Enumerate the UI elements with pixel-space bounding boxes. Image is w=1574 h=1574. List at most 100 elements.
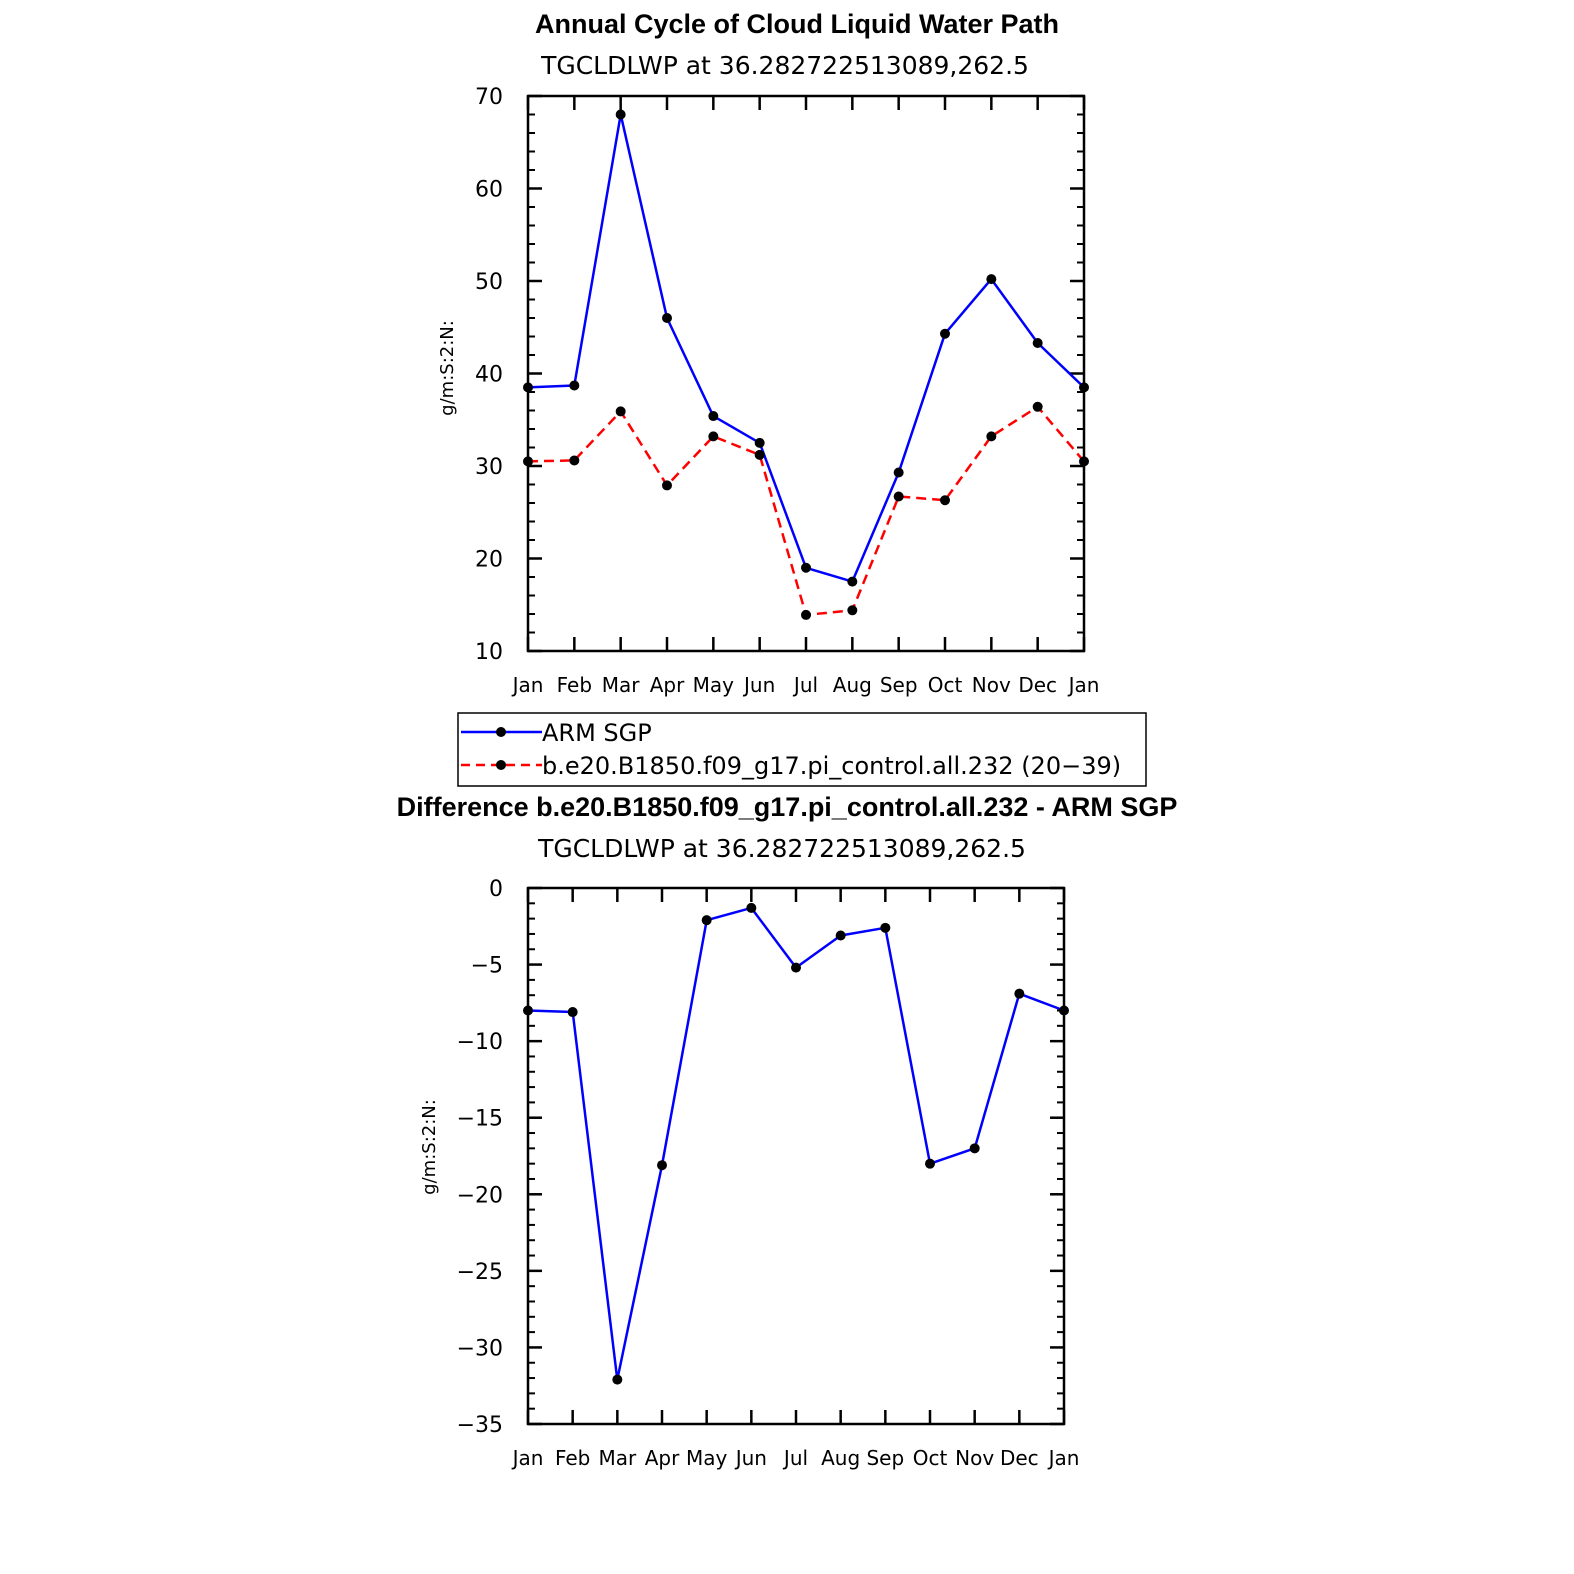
data-point (801, 562, 811, 573)
x-tick-label: Jul (782, 1446, 808, 1470)
series-line-0 (527, 906, 1065, 1381)
x-tick-label: Oct (913, 1446, 948, 1470)
x-tick-label: Jun (734, 1446, 767, 1470)
y-tick-label: 20 (475, 548, 503, 573)
data-point (612, 1374, 623, 1385)
legend-marker-model (496, 760, 506, 770)
x-tick-label: Dec (1018, 673, 1057, 697)
y-tick-label: −35 (457, 1413, 503, 1438)
y-tick-label: −25 (457, 1260, 503, 1285)
data-point (615, 109, 626, 120)
legend-label-arm-sgp: ARM SGP (542, 719, 652, 747)
data-point (835, 930, 846, 941)
y-tick-label: 60 (475, 178, 503, 203)
chart-title: Difference b.e20.B1850.f09_g17.pi_contro… (397, 792, 1178, 822)
data-point (523, 456, 533, 467)
data-point (569, 455, 580, 466)
y-tick-label: 40 (475, 363, 503, 388)
x-tick-label: Jan (511, 673, 544, 697)
x-tick-label: Aug (821, 1446, 860, 1470)
data-point (615, 406, 626, 417)
series-line-0 (527, 113, 1085, 583)
data-point (1079, 456, 1089, 467)
data-point (893, 491, 904, 502)
legend-label-model: b.e20.B1850.f09_g17.pi_control.all.232 (… (542, 752, 1121, 780)
y-tick-label: −20 (457, 1183, 503, 1208)
x-tick-label: Feb (557, 673, 592, 697)
data-point (523, 1005, 533, 1016)
x-tick-label: Sep (866, 1446, 904, 1470)
y-tick-label: 0 (489, 877, 503, 902)
x-tick-label: Aug (833, 673, 872, 697)
data-point (701, 915, 712, 926)
legend-marker-arm-sgp (496, 727, 506, 737)
data-point (662, 480, 672, 491)
x-tick-label: Jun (742, 673, 775, 697)
x-tick-label: Oct (928, 673, 963, 697)
series-group (523, 902, 1069, 1385)
y-tick-label: −30 (457, 1336, 503, 1361)
series-line-1 (527, 405, 1085, 617)
data-point (708, 411, 719, 422)
data-point (708, 431, 719, 442)
y-tick-label: 30 (475, 455, 503, 480)
data-point (847, 605, 858, 616)
x-tick-labels: Jan Feb Mar Apr May Jun Jul Aug Sep Oct Nov Dec Jan (511, 673, 1100, 697)
x-tick-label: Dec (1000, 1446, 1039, 1470)
data-point (1059, 1005, 1069, 1016)
y-tick-label: 70 (475, 85, 503, 110)
data-point (662, 313, 672, 323)
x-tick-label: Mar (602, 673, 641, 697)
data-point (791, 962, 801, 973)
y-axis-label: g/m:S:2:N: (419, 1099, 440, 1195)
data-point (969, 1143, 980, 1154)
data-point (754, 437, 765, 448)
data-point (986, 274, 997, 285)
data-point (847, 576, 858, 587)
x-tick-label: Apr (645, 1446, 680, 1470)
data-point (880, 922, 891, 933)
x-tick-label: Jan (1047, 1446, 1080, 1470)
x-tick-label: Jan (511, 1446, 544, 1470)
y-tick-label: 50 (475, 270, 503, 295)
x-tick-label: Sep (880, 673, 918, 697)
x-tick-label: Mar (598, 1446, 637, 1470)
data-point (569, 380, 580, 391)
annual-cycle-chart: Annual Cycle of Cloud Liquid Water Path … (437, 9, 1147, 787)
data-point (925, 1158, 935, 1169)
data-point (1032, 401, 1043, 412)
data-point (567, 1007, 578, 1018)
x-tick-label: May (686, 1446, 728, 1470)
plot-frame (526, 886, 1066, 1426)
x-tick-label: Apr (650, 673, 685, 697)
data-point (940, 328, 950, 339)
x-tick-label: Nov (955, 1446, 994, 1470)
difference-chart: Difference b.e20.B1850.f09_g17.pi_contro… (397, 792, 1178, 1470)
data-point (657, 1160, 667, 1171)
chart-subtitle: TGCLDLWP at 36.282722513089,262.5 (537, 834, 1026, 863)
x-tick-label: Feb (555, 1446, 590, 1470)
y-tick-labels: 10 20 30 40 50 60 70 (475, 85, 503, 665)
chart-title: Annual Cycle of Cloud Liquid Water Path (535, 9, 1059, 39)
series-group (523, 109, 1089, 620)
data-point (523, 382, 533, 393)
y-tick-labels: −35 −30 −25 −20 −15 −10 −5 0 (457, 877, 503, 1438)
data-point (893, 467, 904, 478)
y-tick-label: −15 (457, 1107, 503, 1132)
data-point (986, 431, 997, 442)
data-point (746, 902, 757, 913)
y-tick-label: −10 (457, 1030, 503, 1055)
chart-subtitle: TGCLDLWP at 36.282722513089,262.5 (540, 51, 1029, 80)
y-axis-label: g/m:S:2:N: (437, 320, 458, 416)
data-point (940, 495, 950, 506)
x-tick-label: Nov (972, 673, 1011, 697)
x-tick-label: Jan (1067, 673, 1100, 697)
data-point (801, 609, 811, 620)
data-point (1079, 382, 1089, 393)
data-point (754, 449, 765, 460)
x-tick-label: May (693, 673, 735, 697)
plot-frame (526, 94, 1086, 653)
x-tick-labels: Jan Feb Mar Apr May Jun Jul Aug Sep Oct Nov Dec Jan (511, 1446, 1080, 1470)
y-tick-label: 10 (475, 640, 503, 665)
